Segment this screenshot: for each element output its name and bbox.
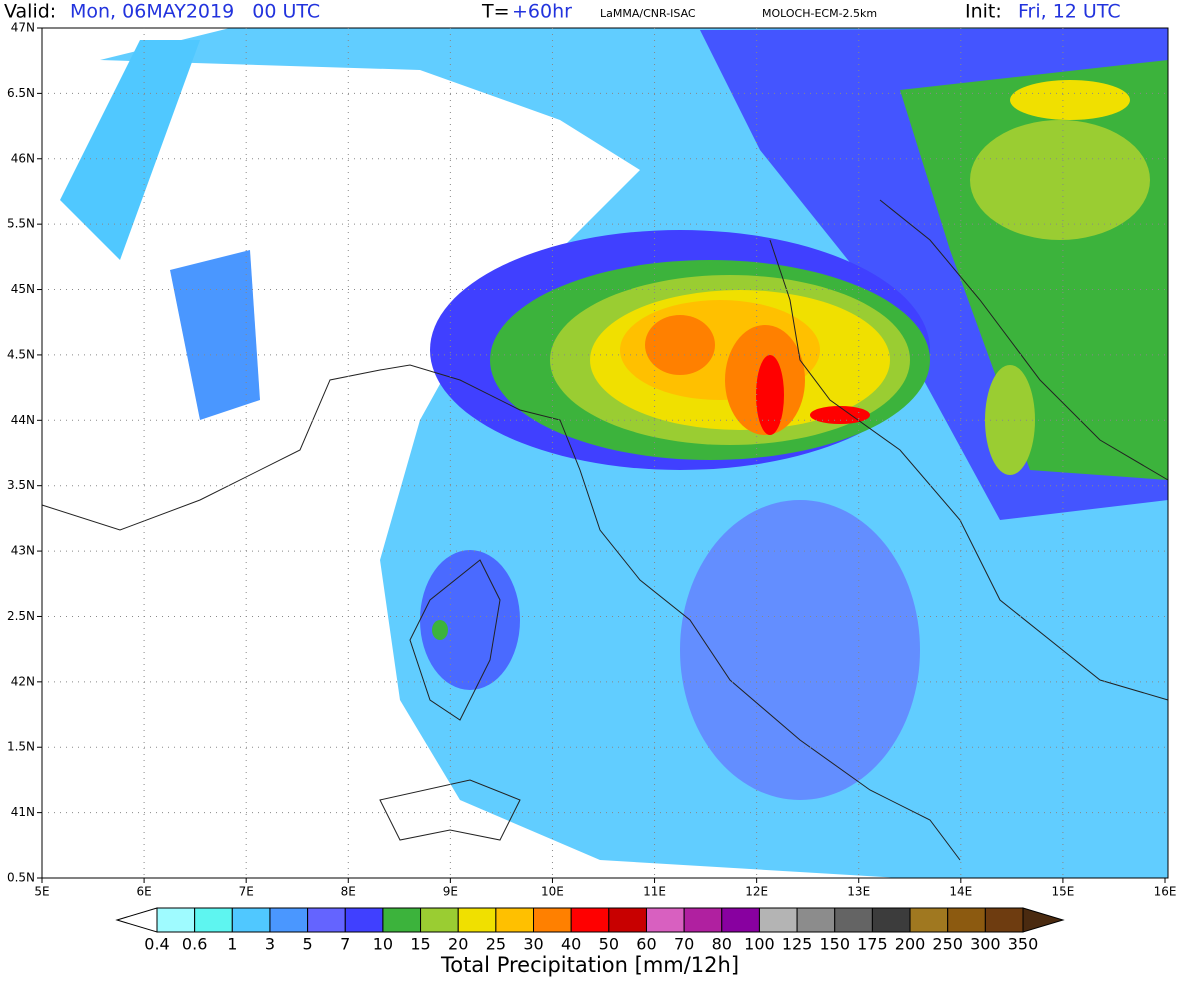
lat-label: 43N [11, 544, 35, 558]
colorbar-box [834, 907, 873, 933]
colorbar-box [533, 907, 572, 933]
lat-label: 46N [11, 151, 35, 165]
colorbar-label: 300 [970, 935, 1001, 954]
colorbar-label: 50 [599, 935, 619, 954]
lon-label: 15E [1051, 885, 1074, 899]
colorbar-label: 70 [674, 935, 694, 954]
colorbar-label: 150 [819, 935, 850, 954]
valid-value: Mon, 06MAY2019 00 UTC [70, 1, 320, 23]
colorbar-label: 7 [340, 935, 350, 954]
colorbar-box [382, 907, 422, 933]
lon-label: 9E [443, 885, 458, 899]
lat-label: 1.5N [7, 740, 35, 754]
coastlines [41, 199, 1169, 861]
colorbar-label: 125 [782, 935, 813, 954]
colorbar-box [947, 907, 986, 933]
colorbar-box [645, 907, 685, 933]
colorbar-label: 250 [932, 935, 963, 954]
colorbar-label: 40 [561, 935, 581, 954]
lat-label: 47N [11, 21, 35, 35]
colorbar-label: 0.6 [182, 935, 207, 954]
colorbar-title: Total Precipitation [mm/12h] [440, 953, 739, 977]
lon-label: 6E [136, 885, 151, 899]
lat-label: 4.5N [7, 347, 35, 361]
colorbar-over [1022, 907, 1065, 933]
lon-label: 8E [341, 885, 356, 899]
colorbar-box [683, 907, 723, 933]
colorbar-box [194, 907, 233, 933]
colorbar-label: 3 [265, 935, 275, 954]
colorbar-box [984, 907, 1024, 933]
lon-label: 11E [643, 885, 666, 899]
valid-label: Valid: [4, 1, 56, 23]
colorbar-box [495, 907, 535, 933]
colorbar-box [156, 907, 196, 933]
lat-label: 42N [11, 674, 35, 688]
model: MOLOCH-ECM-2.5km [762, 7, 877, 20]
axes: 47N 6.5N 46N 5.5N 45N 4.5N 44N 3.5N 43N 2.5N 42N 1.… [7, 21, 1176, 899]
lon-label: 12E [745, 885, 768, 899]
colorbar-label: 25 [486, 935, 506, 954]
lat-label: 6.5N [7, 86, 35, 100]
colorbar-box [269, 907, 309, 933]
lon-label: 10E [541, 885, 564, 899]
colorbar-label: 60 [636, 935, 656, 954]
lon-label: 5E [34, 885, 49, 899]
colorbar-box [721, 907, 760, 933]
lat-label: 5.5N [7, 217, 35, 231]
colorbar-box [344, 907, 384, 933]
colorbar-box [307, 907, 346, 933]
map-frame [41, 27, 1169, 879]
lat-label: 2.5N [7, 609, 35, 623]
colorbar-box [420, 907, 459, 933]
colorbar-label: 175 [857, 935, 888, 954]
colorbar-label: 200 [895, 935, 926, 954]
colorbar-label: 10 [373, 935, 393, 954]
colorbar-under [115, 907, 158, 933]
lon-label: 14E [949, 885, 972, 899]
lat-label: 3.5N [7, 478, 35, 492]
colorbar-label: 80 [712, 935, 732, 954]
lat-label: 45N [11, 282, 35, 296]
source: LaMMA/CNR-ISAC [600, 7, 696, 20]
t-value: +60hr [512, 1, 572, 23]
precipitation-field [60, 28, 1168, 878]
lon-label: 7E [239, 885, 254, 899]
colorbar-label: 15 [410, 935, 430, 954]
lon-label: 13E [847, 885, 870, 899]
colorbar-label: 30 [523, 935, 543, 954]
colorbar: 0.4 0.6 1 3 5 7 10 15 20 25 30 40 50 60 70 80 100 125 150 1… [115, 907, 1065, 954]
colorbar-label: 350 [1008, 935, 1039, 954]
colorbar-box [608, 907, 647, 933]
lat-label: 0.5N [7, 871, 35, 885]
colorbar-box [871, 907, 911, 933]
lon-label: 16E [1154, 885, 1177, 899]
lat-label: 44N [11, 413, 35, 427]
lat-label: 41N [11, 805, 35, 819]
colorbar-box [231, 907, 271, 933]
colorbar-label: 0.4 [144, 935, 169, 954]
init-label: Init: [965, 1, 1002, 23]
colorbar-label: 5 [303, 935, 313, 954]
colorbar-box [909, 907, 949, 933]
colorbar-label: 20 [448, 935, 468, 954]
t-label: T= [481, 1, 510, 23]
colorbar-box [457, 907, 497, 933]
colorbar-box [570, 907, 610, 933]
colorbar-label: 100 [744, 935, 775, 954]
colorbar-box [796, 907, 836, 933]
colorbar-box [758, 907, 798, 933]
init-value: Fri, 12 UTC [1018, 1, 1121, 23]
colorbar-label: 1 [227, 935, 237, 954]
